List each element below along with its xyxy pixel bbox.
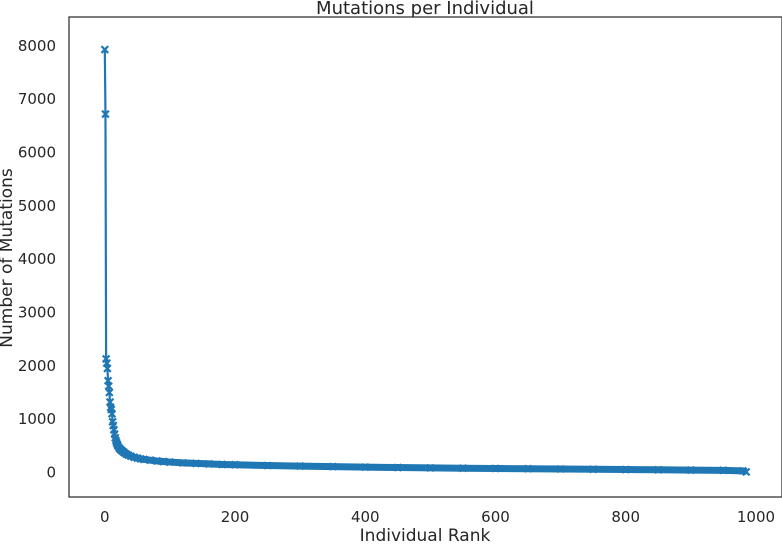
data-point-marker bbox=[101, 109, 110, 119]
data-point-marker bbox=[742, 467, 751, 477]
y-tick-labels: 0 1000 2000 3000 4000 5000 6000 7000 8000 bbox=[18, 37, 56, 482]
data-point-marker bbox=[263, 461, 272, 470]
data-point-marker bbox=[146, 456, 155, 465]
data-point-marker bbox=[426, 463, 435, 473]
chart-title: Mutations per Individual bbox=[316, 0, 534, 19]
y-tick-label: 1000 bbox=[18, 410, 56, 428]
data-point-marker bbox=[152, 456, 162, 466]
data-point-marker bbox=[588, 465, 598, 474]
y-tick-label: 4000 bbox=[18, 250, 56, 268]
data-point-marker bbox=[328, 462, 337, 471]
data-point-marker bbox=[139, 455, 149, 464]
y-tick-label: 5000 bbox=[18, 197, 56, 215]
plot-frame bbox=[68, 16, 782, 498]
x-tick-label: 0 bbox=[100, 508, 110, 526]
data-point-marker bbox=[104, 381, 113, 391]
data-point-marker bbox=[686, 465, 696, 475]
y-tick-label: 2000 bbox=[18, 357, 56, 375]
data-point-marker bbox=[103, 364, 112, 373]
y-tick-label: 8000 bbox=[18, 37, 56, 55]
data-point-marker bbox=[107, 409, 117, 418]
data-point-marker bbox=[159, 457, 168, 466]
data-point-marker bbox=[217, 460, 227, 469]
series-line bbox=[103, 49, 747, 473]
data-point-marker bbox=[719, 466, 728, 475]
data-point-marker bbox=[621, 465, 630, 474]
data-point-marker bbox=[654, 465, 663, 474]
data-point-marker bbox=[165, 457, 175, 467]
data-point-marker bbox=[204, 459, 214, 469]
x-tick-label: 800 bbox=[611, 508, 640, 526]
y-tick-label: 0 bbox=[46, 463, 56, 481]
y-tick-label: 7000 bbox=[18, 90, 56, 108]
data-point-marker bbox=[458, 464, 468, 473]
x-tick-label: 600 bbox=[481, 508, 510, 526]
x-tick-label: 400 bbox=[351, 508, 380, 526]
data-point-marker bbox=[556, 464, 565, 474]
data-point-marker bbox=[393, 463, 403, 472]
x-tick-label: 200 bbox=[221, 508, 250, 526]
y-axis-label: Number of Mutations bbox=[0, 168, 17, 348]
data-point-marker bbox=[105, 388, 114, 397]
data-point-marker bbox=[523, 464, 533, 473]
data-point-marker bbox=[295, 461, 305, 471]
data-point-marker bbox=[361, 462, 370, 472]
data-point-marker bbox=[191, 459, 201, 468]
data-point-marker bbox=[491, 464, 500, 473]
x-tick-label: 1000 bbox=[737, 508, 775, 526]
data-point-marker bbox=[178, 458, 188, 468]
series-layer bbox=[100, 45, 751, 477]
data-point-marker bbox=[230, 460, 240, 469]
x-axis-label: Individual Rank bbox=[360, 526, 491, 544]
x-tick-labels: 0 200 400 600 800 1000 bbox=[100, 508, 775, 526]
y-tick-label: 3000 bbox=[18, 303, 56, 321]
y-tick-label: 6000 bbox=[18, 143, 56, 161]
data-point-marker bbox=[100, 45, 109, 54]
